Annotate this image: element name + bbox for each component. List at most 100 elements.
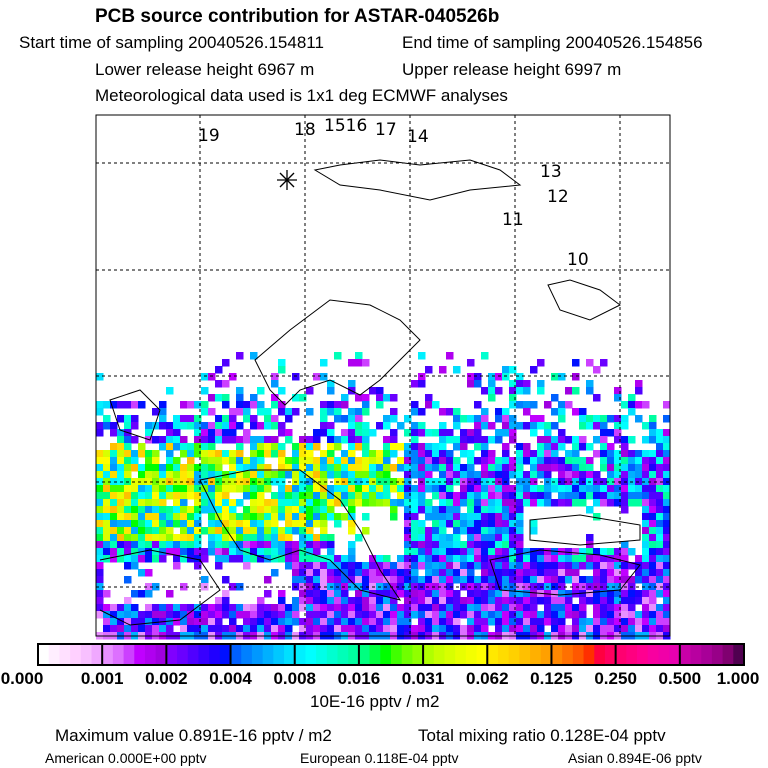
- field-cell: [229, 541, 237, 549]
- field-cell: [502, 548, 510, 556]
- field-cell: [516, 499, 524, 507]
- field-cell: [292, 604, 300, 612]
- field-cell: [474, 506, 482, 514]
- field-cell: [509, 394, 517, 402]
- field-cell: [264, 527, 272, 535]
- field-cell: [313, 555, 321, 563]
- field-cell: [180, 401, 188, 409]
- field-cell: [341, 513, 349, 521]
- field-cell: [243, 562, 251, 570]
- field-cell: [509, 562, 517, 570]
- field-cell: [194, 604, 202, 612]
- field-cell: [145, 569, 153, 577]
- field-cell: [159, 415, 167, 423]
- field-cell: [299, 548, 307, 556]
- field-cell: [551, 625, 559, 633]
- field-cell: [103, 520, 111, 528]
- field-cell: [159, 464, 167, 472]
- field-cell: [488, 611, 496, 619]
- field-cell: [586, 387, 594, 395]
- field-cell: [117, 513, 125, 521]
- field-cell: [453, 506, 461, 514]
- field-cell: [530, 464, 538, 472]
- field-cell: [96, 464, 104, 472]
- field-cell: [348, 541, 356, 549]
- field-cell: [187, 450, 195, 458]
- field-cell: [362, 604, 370, 612]
- field-cell: [222, 492, 230, 500]
- field-cell: [593, 499, 601, 507]
- field-cell: [362, 618, 370, 626]
- field-cell: [635, 450, 643, 458]
- field-cell: [215, 464, 223, 472]
- field-cell: [600, 443, 608, 451]
- field-cell: [502, 604, 510, 612]
- field-cell: [271, 618, 279, 626]
- field-cell: [530, 366, 538, 374]
- field-cell: [152, 499, 160, 507]
- field-cell: [215, 534, 223, 542]
- start-time: Start time of sampling 20040526.154811: [19, 33, 324, 52]
- field-cell: [313, 618, 321, 626]
- field-cell: [348, 408, 356, 416]
- field-cell: [579, 443, 587, 451]
- field-cell: [264, 520, 272, 528]
- field-cell: [236, 401, 244, 409]
- field-cell: [327, 548, 335, 556]
- field-cell: [341, 576, 349, 584]
- field-cell: [495, 506, 503, 514]
- field-cell: [432, 492, 440, 500]
- colorbar-tick-label: 0.031: [401, 669, 445, 688]
- field-cell: [404, 611, 412, 619]
- field-cell: [516, 443, 524, 451]
- field-cell: [607, 548, 615, 556]
- field-cell: [229, 373, 237, 381]
- colorbar-swatch: [423, 644, 435, 665]
- field-cell: [313, 562, 321, 570]
- field-cell: [180, 506, 188, 514]
- field-cell: [495, 562, 503, 570]
- field-cell: [460, 513, 468, 521]
- field-cell: [383, 555, 391, 563]
- field-cell: [243, 464, 251, 472]
- colorbar-tick-label: 0.004: [209, 669, 252, 688]
- field-cell: [446, 520, 454, 528]
- field-cell: [446, 464, 454, 472]
- field-cell: [439, 534, 447, 542]
- field-cell: [467, 611, 475, 619]
- field-cell: [180, 625, 188, 633]
- field-cell: [614, 464, 622, 472]
- field-cell: [425, 394, 433, 402]
- field-cell: [159, 611, 167, 619]
- field-cell: [488, 506, 496, 514]
- field-cell: [649, 464, 657, 472]
- field-cell: [117, 625, 125, 633]
- field-cell: [215, 527, 223, 535]
- colorbar-swatch: [455, 644, 467, 665]
- field-cell: [390, 429, 398, 437]
- field-cell: [103, 457, 111, 465]
- field-cell: [131, 464, 139, 472]
- field-cell: [530, 401, 538, 409]
- field-cell: [502, 415, 510, 423]
- field-cell: [376, 555, 384, 563]
- field-cell: [474, 513, 482, 521]
- field-cell: [558, 457, 566, 465]
- field-cell: [320, 450, 328, 458]
- field-cell: [544, 471, 552, 479]
- field-cell: [229, 625, 237, 633]
- field-cell: [488, 527, 496, 535]
- field-cell: [103, 478, 111, 486]
- field-cell: [222, 415, 230, 423]
- field-cell: [537, 548, 545, 556]
- field-cell: [642, 436, 650, 444]
- field-cell: [565, 387, 573, 395]
- field-cell: [327, 408, 335, 416]
- field-cell: [250, 618, 258, 626]
- colorbar-tick-label: 0.016: [337, 669, 381, 688]
- field-cell: [509, 604, 517, 612]
- field-cell: [614, 436, 622, 444]
- field-cell: [278, 513, 286, 521]
- field-cell: [208, 429, 216, 437]
- field-cell: [124, 520, 132, 528]
